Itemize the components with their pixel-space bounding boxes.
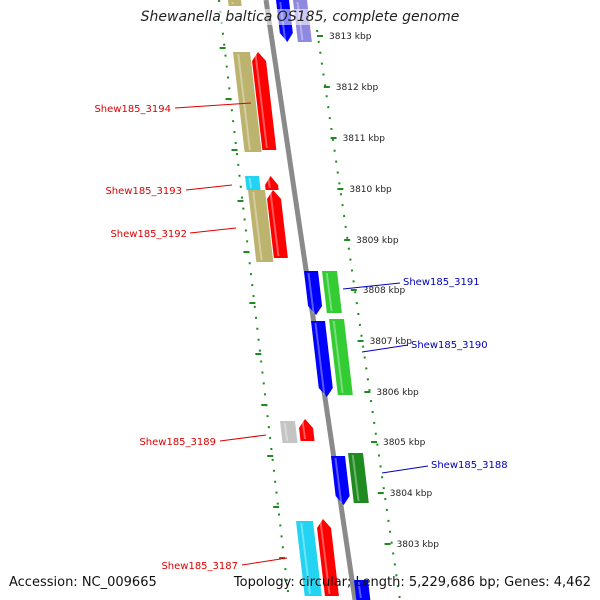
gene-body [322,271,342,313]
gene-highlight [283,423,289,441]
gene-highlight [357,582,362,598]
gene-label-leader [381,465,429,474]
gene-bottom-blue [354,580,371,600]
gene-highlight [351,455,360,501]
gene-body [329,319,353,395]
gene-label-leader [219,434,267,442]
gene-shew185-3187 [317,519,339,596]
gene-label: Shew185_3187 [161,561,238,572]
gene-shew185-3192 [267,190,288,258]
gene-body [228,0,242,6]
gene-shew185-3194-tan [233,52,262,152]
gene-label-leader [241,557,288,566]
gene-shew185-3191-green [322,271,342,313]
tick-label: 3810 kbp [349,185,392,195]
gene-body [245,176,261,190]
tick-label: 3804 kbp [390,489,433,499]
gene-label: Shew185_3192 [110,229,187,240]
tick-label: 3809 kbp [356,236,399,246]
gene-label: Shew185_3190 [411,340,488,351]
accession-text: Accession: NC_009665 [9,575,157,590]
gene-label-leader [174,102,252,109]
gene-body [248,190,274,262]
gene-highlight [325,273,333,311]
gene-highlight [231,2,234,4]
gene-body [354,580,371,600]
gene-highlight [332,321,344,393]
gene-body [317,519,339,596]
gene-label: Shew185_3193 [105,186,182,197]
gene-highlight [248,178,253,188]
gene-label: Shew185_3191 [403,277,480,288]
gene-body [348,453,369,503]
gene-highlight [307,273,315,313]
gene-highlight [237,54,251,150]
gene-body [280,421,298,443]
gene-highlight [252,192,263,260]
tick-label: 3807 kbp [370,337,413,347]
gene-shew185-3187-cyan [296,521,322,596]
gene-shew185-3188 [331,456,350,505]
gene-body [233,52,262,152]
tick-label: 3813 kbp [329,32,372,42]
gene-highlight [334,458,343,503]
gene-highlight [300,523,311,594]
gene-label: Shew185_3194 [94,104,171,115]
gene-labels: 3813 kbp 3812 kbp 3811 kbp 3810 kbp 3809 kbp… [94,32,507,572]
gene-shew185-3191 [304,271,323,315]
gene-top-tan [228,0,242,6]
tick-label: 3806 kbp [376,388,419,398]
tick-label: 3808 kbp [363,286,406,296]
gene-body [296,521,322,596]
gene-label-leader [361,344,409,353]
gene-body [299,419,315,441]
tick-label: 3803 kbp [397,540,440,550]
gene-shew185-3189-gray [280,421,298,443]
map-title: Shewanella baltica OS185, complete genom… [0,9,600,25]
gene-body [267,190,288,258]
gene-label-leader [185,184,233,191]
gene-shew185-3192-tan [248,190,274,262]
gene-body [265,176,279,190]
gene-shew185-3193 [265,176,279,190]
gene-shew185-3190-green [329,319,353,395]
gene-highlight [314,323,326,395]
gene-shew185-3193-cyan [245,176,261,190]
tick-label: 3811 kbp [343,134,386,144]
gene-shew185-3188-green [348,453,369,503]
gene-highlight [269,192,280,256]
tick-label: 3812 kbp [336,83,379,93]
tick-label: 3805 kbp [383,438,426,448]
gene-shew185-3194 [252,52,277,150]
gene-shew185-3189 [299,419,315,441]
gene-body [331,456,350,505]
gene-label-leader [189,227,237,234]
gene-body [304,271,323,315]
gene-highlight [301,421,307,439]
gene-label: Shew185_3189 [139,437,216,448]
gene-body [252,52,277,150]
gene-highlight [267,178,271,188]
genome-summary-text: Topology: circular; Length: 5,229,686 bp… [233,575,591,590]
gene-label: Shew185_3188 [431,460,508,471]
gene-highlight [319,521,331,594]
right-ruler-line [316,29,401,600]
gene-highlight [254,54,268,148]
gene-body [311,321,333,397]
gene-shew185-3190 [311,321,333,397]
gene-label-leader [342,282,401,290]
